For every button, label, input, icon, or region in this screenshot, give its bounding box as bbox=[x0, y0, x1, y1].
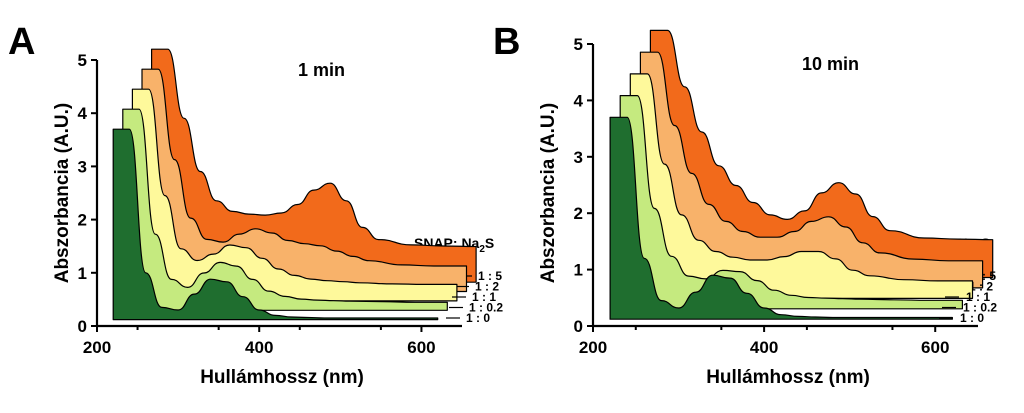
legend-label-1-0-2: 1 : 0.2 bbox=[963, 301, 997, 315]
y-tick-label: 0 bbox=[78, 317, 87, 336]
y-tick-label: 1 bbox=[78, 264, 87, 283]
series-1-0-area bbox=[112, 128, 439, 321]
series-1-0-2-area bbox=[122, 108, 448, 311]
x-tick-label: 200 bbox=[83, 338, 111, 357]
series-1-5-area bbox=[649, 29, 994, 279]
legend-label-1-2: 1 : 2 bbox=[969, 280, 993, 294]
legend-label-1-0: 1 : 0 bbox=[466, 311, 490, 325]
x-axis-title-a: Hullámhossz (nm) bbox=[200, 367, 364, 388]
y-tick-label: 0 bbox=[574, 317, 583, 336]
x-axis-title-b: Hullámhossz (nm) bbox=[706, 367, 870, 388]
panel-letter-b: B bbox=[493, 21, 520, 63]
legend-label-1-1: 1 : 1 bbox=[966, 290, 990, 304]
x-tick-label: 400 bbox=[245, 338, 273, 357]
y-tick-label: 4 bbox=[574, 91, 584, 110]
y-tick-label: 3 bbox=[78, 157, 87, 176]
series-1-2-area bbox=[639, 51, 984, 289]
legend-label-1-1: 1 : 1 bbox=[472, 290, 496, 304]
series-1-5-area bbox=[151, 48, 477, 283]
y-tick-label: 3 bbox=[574, 148, 583, 167]
y-tick-label: 5 bbox=[574, 35, 583, 54]
legend-label-1-0: 1 : 0 bbox=[960, 311, 984, 325]
panel-a: A 1 min Abszorbancia (A.U.) Hullámhossz … bbox=[8, 21, 503, 388]
legend-label-1-0-2: 1 : 0.2 bbox=[469, 301, 503, 315]
y-tick-label: 4 bbox=[78, 104, 88, 123]
y-tick-label: 2 bbox=[574, 204, 583, 223]
x-tick-label: 200 bbox=[579, 338, 607, 357]
panel-letter-a: A bbox=[8, 21, 35, 63]
series-1-0-area bbox=[609, 116, 953, 320]
panel-b: B 10 min Abszorbancia (A.U.) Hullámhossz… bbox=[493, 21, 997, 388]
chart-title-a: 1 min bbox=[298, 60, 345, 80]
y-tick-label: 1 bbox=[574, 261, 583, 280]
y-axis-title-b: Abszorbancia (A.U.) bbox=[538, 103, 559, 284]
y-tick-label: 5 bbox=[78, 51, 87, 70]
x-tick-label: 600 bbox=[407, 338, 435, 357]
legend-title-a-tail: S bbox=[485, 235, 494, 251]
x-tick-label: 600 bbox=[921, 338, 949, 357]
chart-title-b: 10 min bbox=[802, 54, 859, 74]
y-axis-title-a: Abszorbancia (A.U.) bbox=[52, 103, 73, 284]
y-tick-label: 2 bbox=[78, 211, 87, 230]
legend-label-1-5: 1 : 5 bbox=[478, 269, 502, 283]
legend-title-a-sub: 2 bbox=[479, 244, 485, 255]
x-tick-label: 400 bbox=[750, 338, 778, 357]
legend-label-1-2: 1 : 2 bbox=[475, 280, 499, 294]
